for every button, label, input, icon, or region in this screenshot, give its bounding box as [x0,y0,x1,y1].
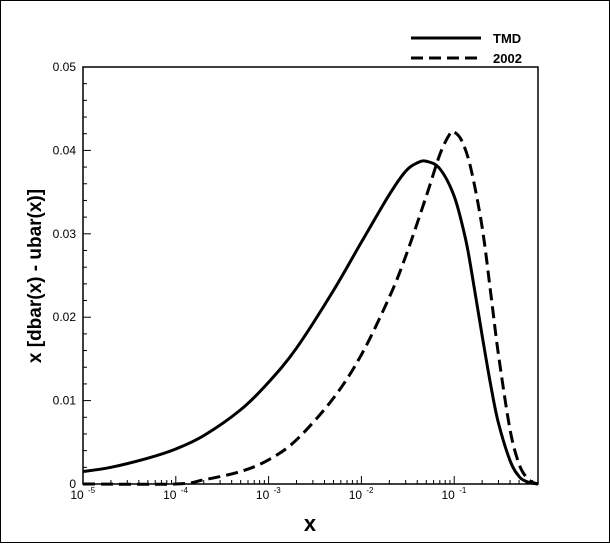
legend: TMD 2002 [411,31,522,66]
y-tick-label: 0.02 [53,310,77,324]
plot-area-border [82,66,539,485]
legend-label-2002: 2002 [493,51,522,66]
y-tick-label: 0.03 [53,227,77,241]
x-tick-exponent: -3 [274,486,282,495]
series-line-tmd [82,159,539,486]
x-tick-label: 10 [349,488,363,502]
x-tick-label: 10 [163,488,177,502]
y-axis-title: x [dbar(x) - ubar(x)] [25,189,46,363]
legend-label-tmd: TMD [493,31,521,46]
x-tick-label: 10 [70,488,84,502]
y-tick-label: 0.01 [53,394,77,408]
y-tick-label: 0 [69,477,76,491]
x-tick-label: 10 [442,488,456,502]
x-tick-exponent: -1 [459,486,467,495]
x-tick-exponent: -4 [181,486,189,495]
x-tick-exponent: -5 [88,486,96,495]
y-tick-label: 0.05 [53,60,77,74]
y-tick-label: 0.04 [53,143,77,157]
x-tick-exponent: -2 [366,486,374,495]
series-line-2002 [82,129,539,486]
x-tick-label: 10 [256,488,270,502]
x-axis-title: x [304,511,317,536]
